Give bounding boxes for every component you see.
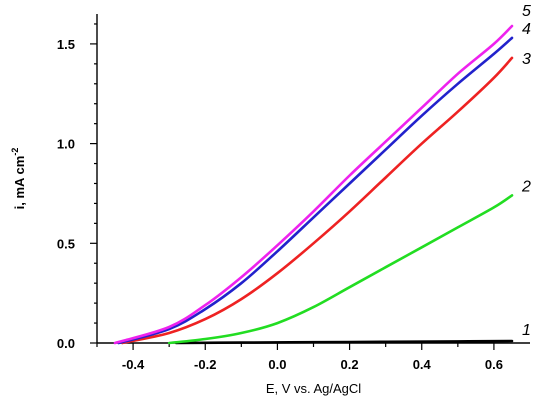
series-line-1: [175, 339, 514, 345]
curve-label-4: 4: [522, 21, 531, 38]
series-line-5: [113, 24, 514, 345]
x-tick-label: 0.4: [413, 357, 432, 372]
x-tick-label: 0.6: [485, 357, 503, 372]
y-tick-label: 1.0: [57, 137, 75, 152]
x-tick-label: -0.4: [122, 357, 145, 372]
series-group: [113, 24, 514, 345]
y-axis-title: i, mA cm-2: [10, 148, 27, 210]
plot-area: 0.0 0.5 1.0 1.5 -0.4 -0.2 0.0 0.2 0.4 0.6: [57, 14, 530, 372]
x-axis-title: E, V vs. Ag/AgCl: [266, 381, 361, 396]
labels-group: 1 2 3 45: [521, 3, 531, 339]
y-tick-label: 1.5: [57, 37, 75, 52]
series-line-4: [117, 36, 514, 345]
series-line-3: [121, 56, 514, 345]
curve-label-5: 5: [522, 3, 531, 20]
x-tick-label: 0.2: [341, 357, 359, 372]
curve-label-2: 2: [521, 178, 531, 195]
series-line-2: [167, 194, 514, 345]
curve-label-3: 3: [522, 51, 531, 68]
x-tick-label: 0.0: [268, 357, 286, 372]
x-tick-label: -0.2: [194, 357, 216, 372]
y-tick-label: 0.0: [57, 336, 75, 351]
curve-label-1: 1: [522, 322, 531, 339]
y-axis-title-superscript: -2: [10, 148, 20, 156]
y-axis-title-main: i, mA cm: [12, 156, 27, 210]
y-tick-label: 0.5: [57, 236, 75, 251]
